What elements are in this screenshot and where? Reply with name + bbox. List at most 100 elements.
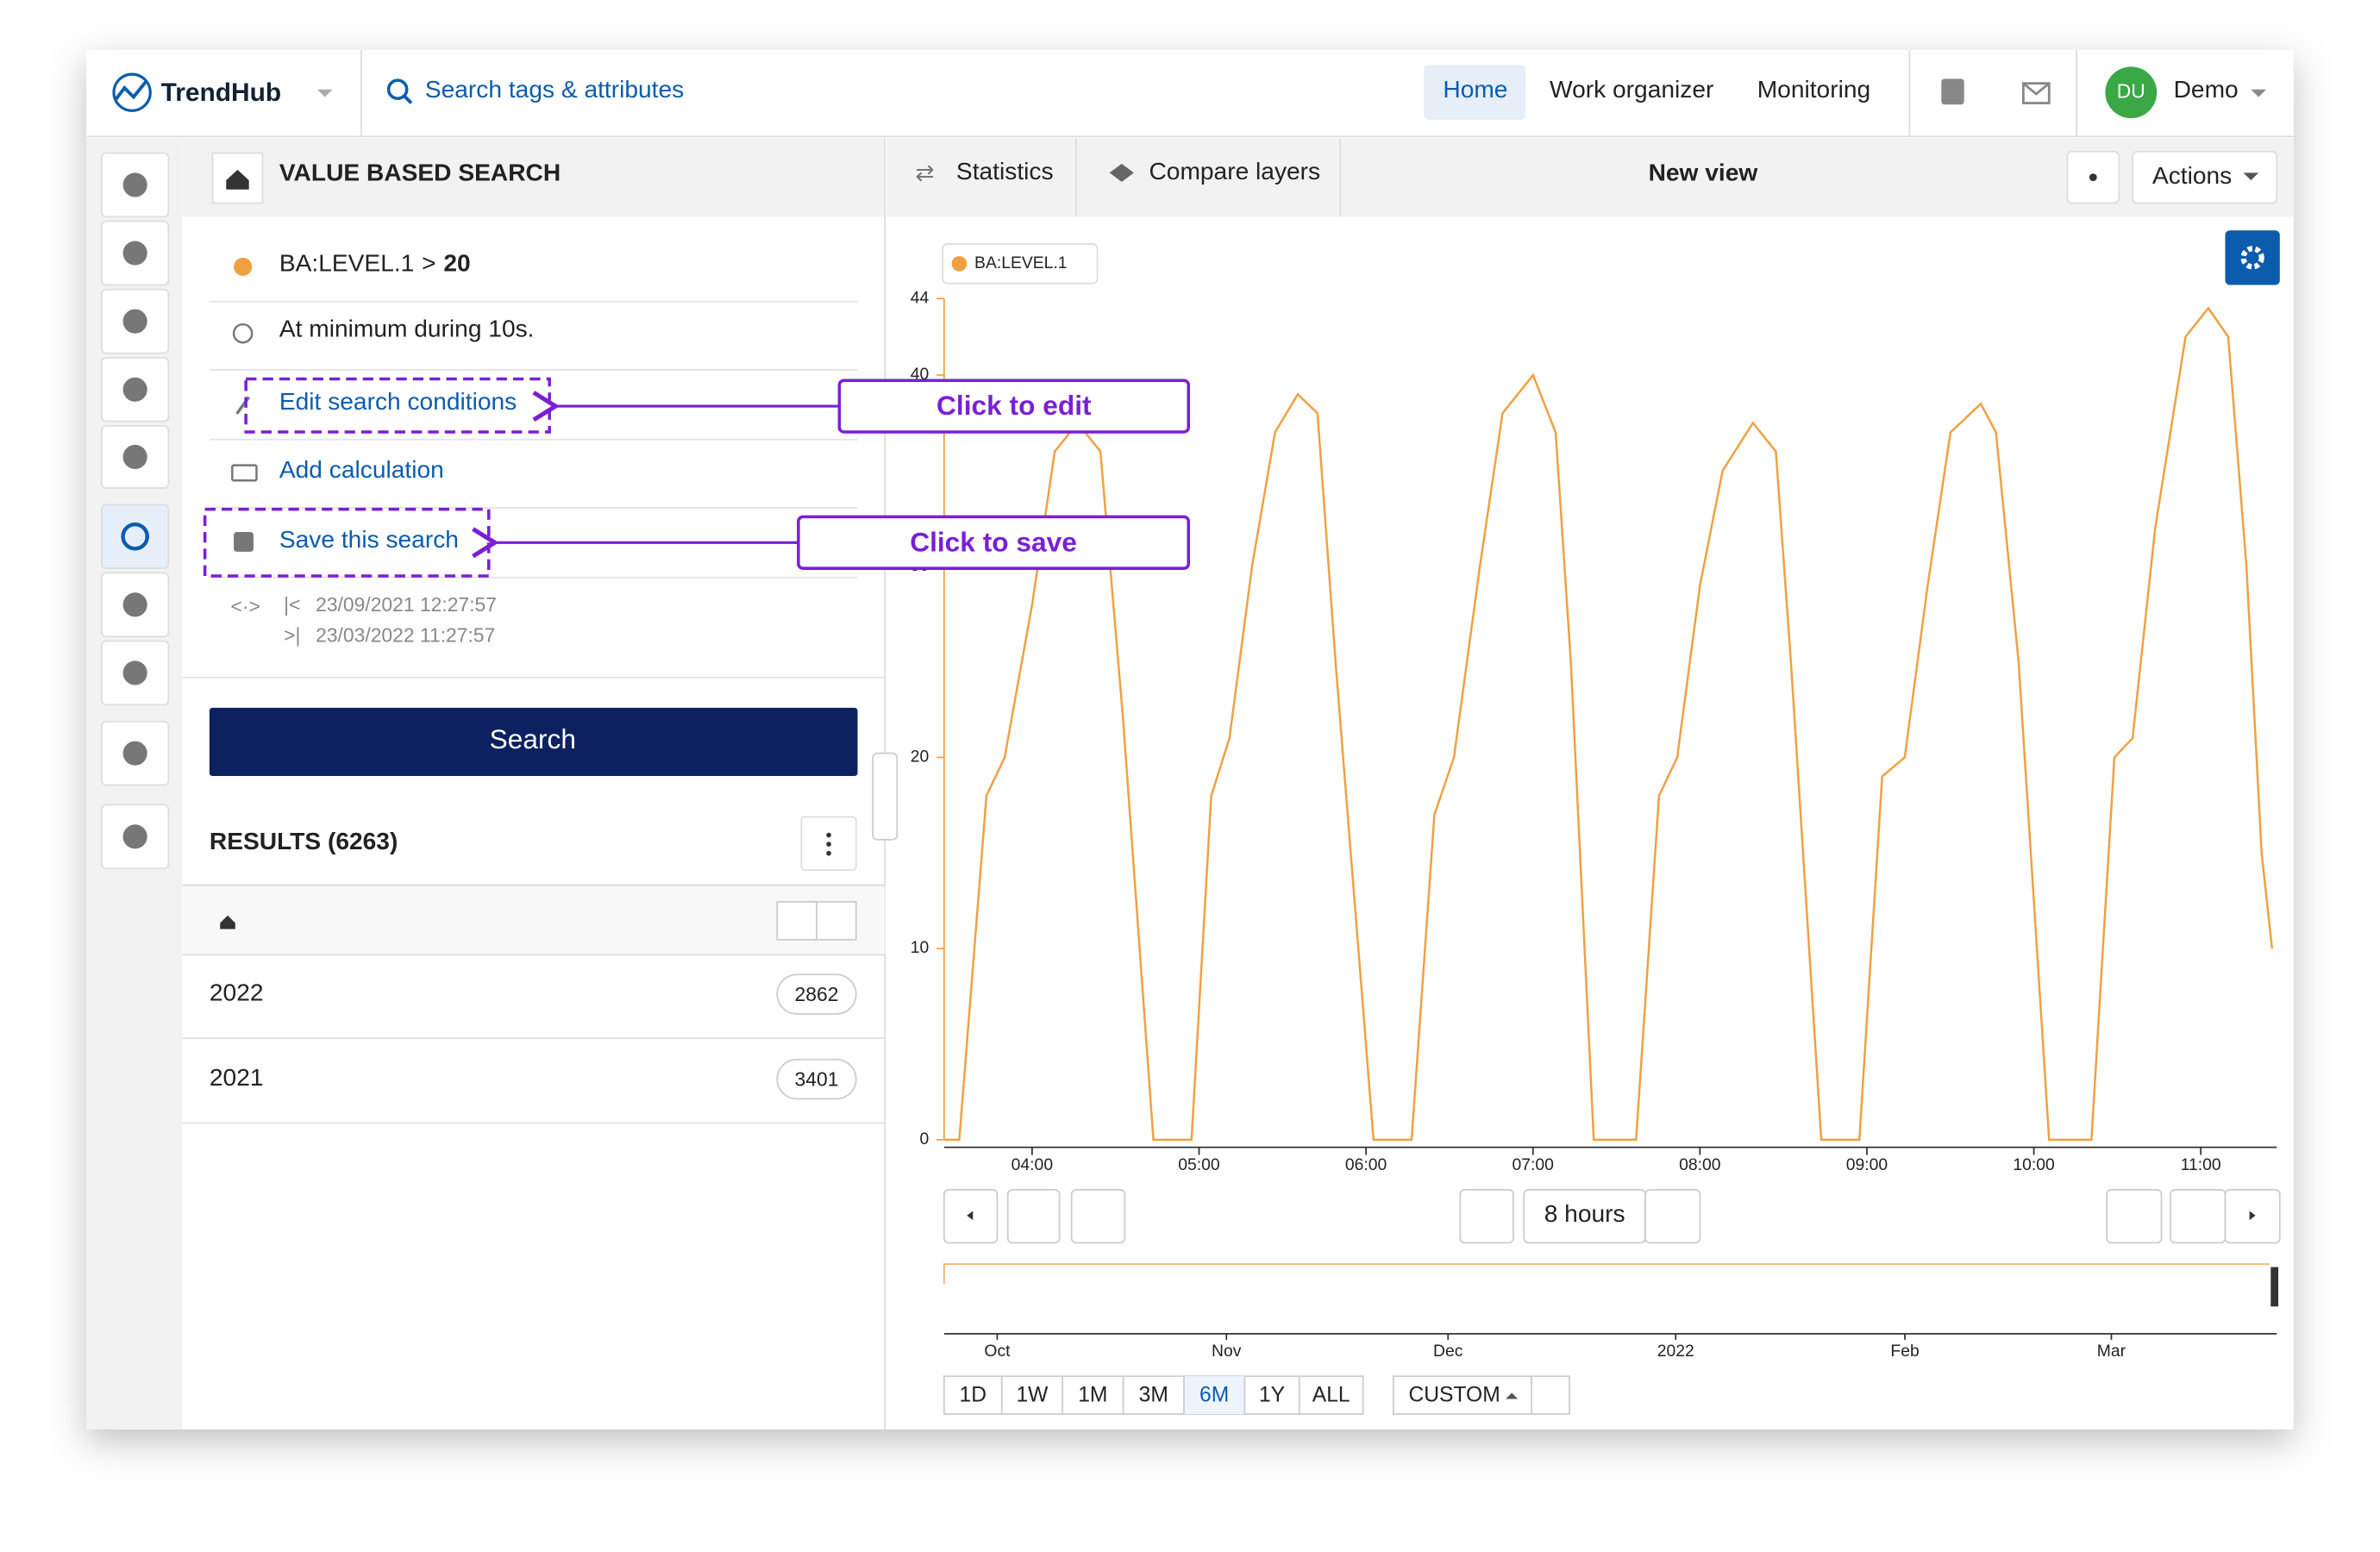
lock-button[interactable]	[1644, 1189, 1701, 1244]
custom-button[interactable]	[1392, 1375, 1570, 1415]
zoom-button[interactable]: 1D	[960, 1383, 986, 1406]
live-icon	[2089, 173, 2097, 182]
calendar-button[interactable]	[2106, 1189, 2163, 1244]
actions-button[interactable]	[2132, 150, 2278, 204]
results-home[interactable]	[220, 915, 235, 929]
add-calculation[interactable]: Add calculation	[279, 456, 444, 483]
x-tick-label: 08:00	[1679, 1155, 1720, 1174]
panel-resizer[interactable]	[872, 752, 899, 841]
annotation-text: Click to edit	[936, 390, 1092, 421]
zoom-button[interactable]: 1M	[1078, 1383, 1107, 1406]
nav-active	[1424, 65, 1526, 120]
tag-dot	[234, 257, 253, 276]
sidebar-icon	[122, 377, 147, 402]
condition: BA:LEVEL.1 >20	[279, 250, 471, 277]
custom-caret	[1506, 1392, 1519, 1399]
calendar-button[interactable]	[1006, 1189, 1061, 1244]
x-tick-label: 07:00	[1513, 1155, 1554, 1174]
navigator-label: Dec	[1433, 1342, 1463, 1361]
next-icon	[2249, 1211, 2256, 1221]
user-dropdown[interactable]	[2251, 89, 2266, 97]
actions-label: Actions	[2152, 162, 2232, 189]
x-tick-label: 10:00	[2013, 1155, 2054, 1174]
logo-icon	[114, 80, 147, 102]
view-title: New view	[1649, 160, 1758, 186]
annotation-text: Click to save	[910, 526, 1077, 557]
sidebar-button[interactable]	[101, 504, 170, 570]
avatar[interactable]	[2105, 66, 2158, 119]
compare-tab[interactable]: Compare layers	[1149, 158, 1320, 185]
edit-link[interactable]: Edit search conditions	[279, 388, 517, 415]
statistics-icon: ⇄	[915, 160, 934, 185]
nav-monitoring[interactable]: Monitoring	[1757, 76, 1870, 103]
clock-button[interactable]	[2170, 1189, 2227, 1244]
legend-label: BA:LEVEL.1	[974, 253, 1068, 272]
zoom-button[interactable]: ALL	[1312, 1383, 1350, 1406]
result-label[interactable]: 2021	[210, 1064, 264, 1091]
settings-button[interactable]	[2225, 230, 2280, 285]
annotation-box	[797, 515, 1190, 570]
x-tick-label: 11:00	[2181, 1155, 2221, 1174]
clock-button[interactable]	[1070, 1189, 1126, 1244]
nav-home[interactable]: Home	[1443, 76, 1507, 103]
navigator-label: Nov	[1212, 1342, 1242, 1361]
user-name[interactable]: Demo	[2174, 76, 2239, 103]
start-icon: |<	[284, 593, 300, 616]
search-box[interactable]: Search tags & attributes	[425, 76, 684, 103]
chart-type-button[interactable]	[1459, 1189, 1514, 1244]
y-tick-label: 0	[919, 1130, 929, 1148]
navigator-label: Feb	[1890, 1342, 1919, 1361]
sidebar-icon	[122, 241, 147, 266]
nav-work[interactable]: Work organizer	[1550, 76, 1713, 103]
x-tick-label: 06:00	[1345, 1155, 1387, 1174]
logo-dropdown[interactable]	[316, 89, 333, 97]
result-badge	[776, 973, 857, 1015]
zoom-button[interactable]: 6M	[1199, 1383, 1229, 1406]
results-title: RESULTS (6263)	[210, 828, 398, 854]
mail-flap	[2022, 82, 2051, 96]
result-count: 2862	[795, 983, 839, 1005]
end-time: 23/03/2022 11:27:57	[316, 623, 495, 646]
search-button[interactable]	[209, 707, 858, 776]
condition-tag: BA:LEVEL.1	[279, 250, 414, 277]
sidebar-icon	[122, 444, 147, 470]
search-icon	[386, 78, 409, 101]
start-time: 23/09/2021 12:27:57	[316, 593, 497, 616]
statistics-tab[interactable]: Statistics	[956, 158, 1054, 185]
home-button[interactable]	[211, 152, 264, 204]
sidebar-icon	[122, 172, 147, 197]
navigator-label: Oct	[984, 1342, 1011, 1361]
sidebar-icon	[122, 592, 147, 617]
y-tick-label: 10	[911, 938, 930, 957]
x-tick-label: 05:00	[1178, 1155, 1219, 1174]
zoom-group	[943, 1375, 1364, 1415]
calc-icon	[231, 464, 258, 482]
navigator-trace	[943, 1263, 2270, 1284]
save-link[interactable]: Save this search	[279, 526, 459, 553]
navigator-handle[interactable]	[2270, 1267, 2279, 1307]
zoom-button[interactable]: 1W	[1016, 1383, 1049, 1406]
panel-header	[182, 137, 886, 217]
result-badge	[776, 1058, 857, 1100]
condition-threshold: 20	[443, 250, 470, 277]
prev-icon	[967, 1211, 974, 1221]
result-label[interactable]: 2022	[210, 979, 264, 1006]
mail-icon[interactable]	[2021, 82, 2051, 104]
logo-ring	[112, 72, 152, 112]
y-tick-label: 44	[911, 288, 930, 307]
layers-icon	[1109, 163, 1134, 182]
navigator-label: 2022	[1657, 1342, 1694, 1361]
home-icon	[226, 169, 249, 190]
highlight-edit	[244, 377, 551, 434]
zoom-button[interactable]: 1Y	[1259, 1383, 1285, 1406]
end-icon: >|	[284, 623, 300, 646]
data-line	[943, 306, 2274, 1142]
sidebar-icon	[121, 523, 149, 551]
sidebar-icon	[122, 741, 147, 766]
save-icon	[234, 531, 254, 552]
range-icon: <·>	[231, 595, 260, 617]
zoom-button[interactable]: 3M	[1139, 1383, 1168, 1406]
sidebar-icon	[122, 660, 147, 685]
help-icon[interactable]	[1941, 78, 1964, 105]
